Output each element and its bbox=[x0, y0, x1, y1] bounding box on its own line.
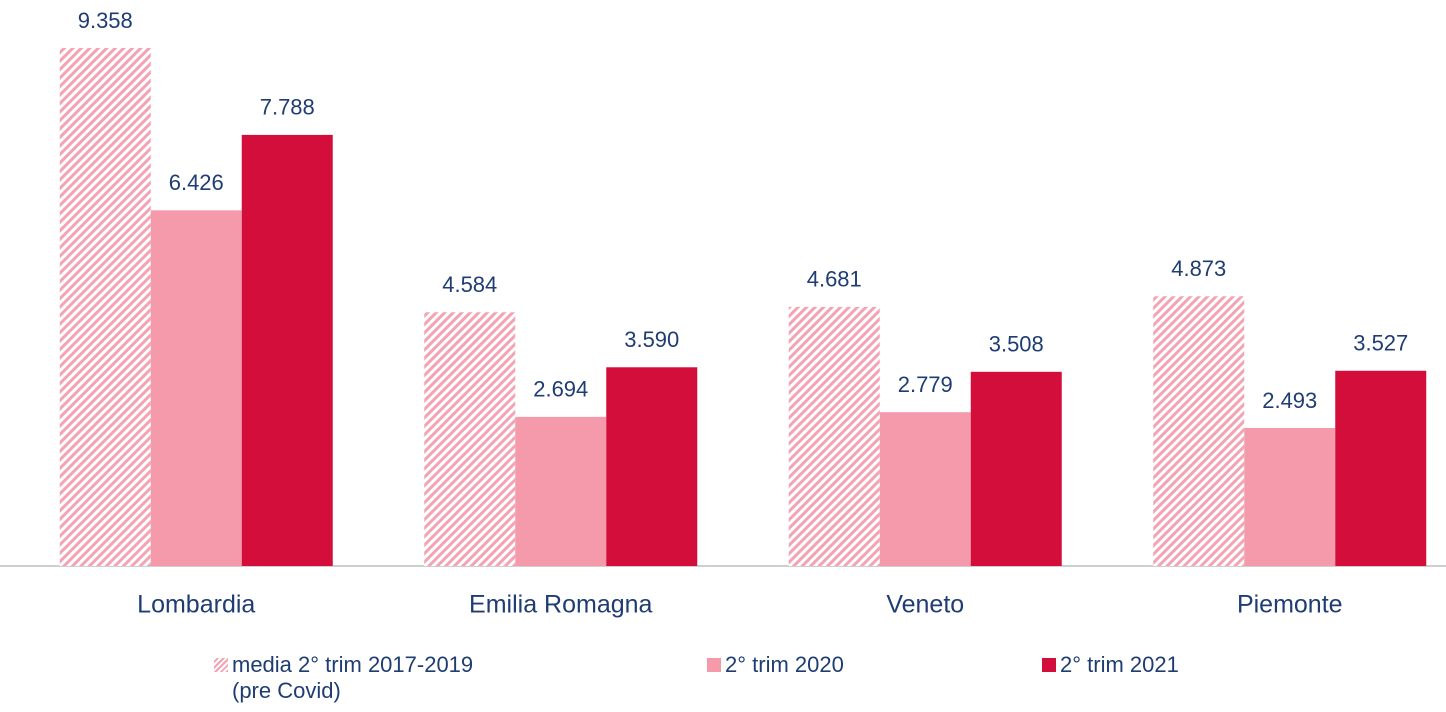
legend-label: 2° trim 2020 bbox=[725, 652, 844, 677]
bar bbox=[788, 306, 880, 566]
x-tick-label: Lombardia bbox=[137, 591, 255, 619]
data-label: 6.426 bbox=[169, 170, 224, 195]
data-label: 7.788 bbox=[260, 95, 315, 120]
data-label: 2.694 bbox=[533, 377, 588, 402]
data-label: 4.681 bbox=[807, 267, 862, 292]
data-label: 3.508 bbox=[989, 332, 1044, 357]
x-tick-label: Piemonte bbox=[1237, 591, 1343, 619]
bar bbox=[59, 48, 151, 566]
bar bbox=[150, 210, 242, 567]
legend-label: media 2° trim 2017-2019 (pre Covid) bbox=[232, 652, 474, 703]
bar bbox=[515, 416, 607, 566]
bar bbox=[1335, 370, 1427, 566]
data-label: 4.584 bbox=[442, 272, 497, 297]
x-tick-label: Veneto bbox=[886, 591, 964, 619]
data-label: 3.590 bbox=[624, 327, 679, 352]
legend: media 2° trim 2017-2019 (pre Covid) 2° tr… bbox=[0, 652, 1446, 712]
data-label: 9.358 bbox=[78, 8, 133, 33]
data-label: 2.493 bbox=[1262, 388, 1317, 413]
x-tick-label: Emilia Romagna bbox=[469, 591, 653, 619]
bar bbox=[424, 312, 516, 566]
data-label: 4.873 bbox=[1171, 256, 1226, 281]
bar bbox=[1244, 428, 1336, 566]
data-label: 2.779 bbox=[898, 372, 953, 397]
legend-swatch bbox=[1042, 658, 1056, 672]
legend-item: 2° trim 2020 bbox=[707, 652, 947, 678]
bar bbox=[970, 371, 1062, 566]
bar bbox=[1153, 296, 1245, 566]
bar bbox=[241, 134, 333, 566]
bar bbox=[606, 367, 698, 566]
legend-swatch bbox=[707, 658, 721, 672]
legend-item: media 2° trim 2017-2019 (pre Covid) bbox=[214, 652, 484, 704]
legend-swatch bbox=[214, 658, 228, 672]
data-label: 3.527 bbox=[1353, 331, 1408, 356]
legend-label: 2° trim 2021 bbox=[1060, 652, 1179, 677]
legend-item: 2° trim 2021 bbox=[1042, 652, 1282, 678]
bar bbox=[879, 412, 971, 566]
